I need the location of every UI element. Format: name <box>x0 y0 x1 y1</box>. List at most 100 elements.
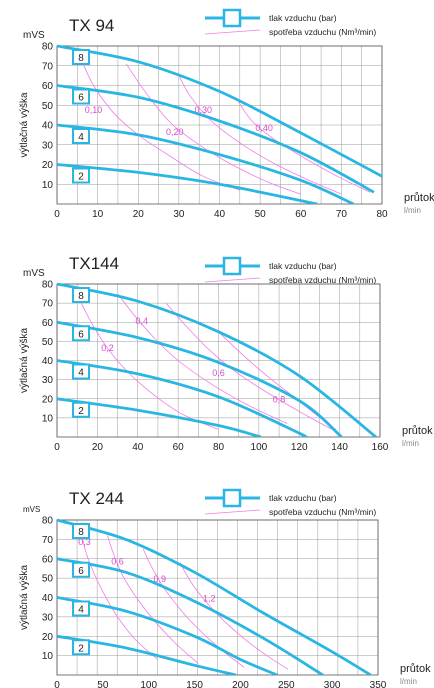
x-tick-label: 0 <box>54 209 60 220</box>
x-tick-label: 60 <box>173 442 185 453</box>
x-tick-label: 150 <box>186 680 203 688</box>
x-tick-label: 0 <box>54 680 60 688</box>
pressure-label-box <box>72 561 90 578</box>
y-tick-label: 60 <box>42 318 54 329</box>
legend-pressure-label: tlak vzduchu (bar) <box>269 493 337 503</box>
x-unit-label: l/min <box>404 206 421 215</box>
y-tick-label: 40 <box>42 121 54 132</box>
pressure-label: 6 <box>78 566 84 577</box>
y-tick-label: 60 <box>42 81 54 92</box>
y-unit-label: mVS <box>23 505 40 514</box>
air-consumption-curve <box>179 562 289 670</box>
x-tick-label: 120 <box>291 442 308 453</box>
air-consumption-label: 0,10 <box>85 105 103 115</box>
pressure-label: 8 <box>78 291 84 302</box>
pressure-label-box <box>72 639 90 656</box>
air-consumption-curve <box>142 548 245 668</box>
air-consumption-curve <box>165 302 336 432</box>
y-tick-label: 20 <box>42 160 54 171</box>
x-unit-label: l/min <box>402 439 419 448</box>
pressure-curve <box>57 163 318 204</box>
x-tick-label: 30 <box>173 209 185 220</box>
x-tick-label: 10 <box>92 209 104 220</box>
pressure-curve <box>57 44 383 178</box>
pressure-label-box <box>72 363 90 380</box>
pressure-label-box <box>72 325 90 342</box>
y-tick-label: 30 <box>42 375 54 386</box>
air-consumption-curve <box>107 535 199 664</box>
chart-title: TX144 <box>69 254 119 273</box>
grid <box>56 283 381 437</box>
legend-pressure-swatch <box>222 488 242 508</box>
x-tick-label: 20 <box>92 442 104 453</box>
pressure-label-box <box>72 167 90 184</box>
air-consumption-label: 0,4 <box>136 316 149 326</box>
air-consumption-label: 0,2 <box>101 343 114 353</box>
air-consumption-label: 0,3 <box>78 537 91 547</box>
pressure-label-box <box>72 401 90 418</box>
legend-consumption-label: spotřeba vzduchu (Nm³/min) <box>269 507 376 517</box>
y-tick-label: 50 <box>42 101 54 112</box>
y-tick-label: 20 <box>42 394 54 405</box>
x-tick-label: 200 <box>232 680 249 688</box>
y-tick-label: 50 <box>42 337 54 348</box>
pressure-label: 2 <box>78 406 84 417</box>
pressure-label: 6 <box>78 93 84 104</box>
legend-consumption-line <box>204 509 261 515</box>
legend: tlak vzduchu (bar) spotřeba vzduchu (Nm³/… <box>204 256 376 285</box>
x-tick-label: 20 <box>133 209 145 220</box>
x-tick-label: 250 <box>278 680 295 688</box>
x-tick-label: 100 <box>251 442 268 453</box>
y-axis-label: výtlačná výška <box>19 565 30 630</box>
y-tick-label: 40 <box>42 593 54 604</box>
pressure-curve <box>57 84 375 194</box>
air-consumption-label: 0,6 <box>111 557 124 567</box>
y-unit-label: mVS <box>23 268 45 279</box>
air-consumption-label: 0,30 <box>194 105 212 115</box>
legend-consumption-label: spotřeba vzduchu (Nm³/min) <box>269 275 376 285</box>
legend-pressure-label: tlak vzduchu (bar) <box>269 261 337 271</box>
pressure-label: 4 <box>78 368 84 379</box>
y-tick-label: 10 <box>42 413 54 424</box>
y-axis-label: výtlačná výška <box>19 92 30 157</box>
x-tick-label: 80 <box>376 209 388 220</box>
x-tick-label: 60 <box>295 209 307 220</box>
pressure-label-box <box>72 128 90 144</box>
x-axis-label: průtok <box>402 425 433 437</box>
pressure-label: 8 <box>78 53 84 64</box>
x-tick-label: 40 <box>132 442 144 453</box>
pressure-label-box <box>72 523 90 539</box>
y-tick-label: 80 <box>42 516 54 527</box>
pressure-label: 4 <box>78 132 84 143</box>
chart-panel-0: TX 94 tlak vzduchu (bar) spotřeba vzduchu … <box>19 8 434 220</box>
air-consumption-label: 0,9 <box>153 574 166 584</box>
x-tick-label: 140 <box>331 442 348 453</box>
legend: tlak vzduchu (bar) spotřeba vzduchu (Nm³/… <box>204 8 376 37</box>
x-tick-label: 300 <box>324 680 341 688</box>
air-consumption-curve <box>117 293 288 424</box>
pressure-label: 2 <box>78 643 84 654</box>
legend-pressure-swatch <box>222 8 242 28</box>
pressure-label: 6 <box>78 329 84 340</box>
legend-pressure-swatch <box>222 256 242 276</box>
y-tick-label: 50 <box>42 574 54 585</box>
chart-panel-1: TX144 tlak vzduchu (bar) spotřeba vzduchu … <box>19 254 433 453</box>
pressure-curve <box>57 518 372 675</box>
x-tick-label: 70 <box>336 209 348 220</box>
chart-title: TX 244 <box>69 489 124 508</box>
y-tick-label: 80 <box>42 280 54 291</box>
pressure-label: 4 <box>78 605 84 616</box>
legend-consumption-line <box>204 277 261 283</box>
pressure-label-box <box>72 49 90 65</box>
chart-title: TX 94 <box>69 16 114 35</box>
x-tick-label: 0 <box>54 442 60 453</box>
y-tick-label: 30 <box>42 140 54 151</box>
y-tick-label: 70 <box>42 535 54 546</box>
air-consumption-curve <box>125 63 301 195</box>
y-axis-label: výtlačná výška <box>19 328 30 393</box>
air-consumption-curve <box>178 75 342 195</box>
legend-consumption-label: spotřeba vzduchu (Nm³/min) <box>269 27 376 37</box>
y-tick-label: 70 <box>42 299 54 310</box>
air-consumption-curve <box>235 97 370 193</box>
